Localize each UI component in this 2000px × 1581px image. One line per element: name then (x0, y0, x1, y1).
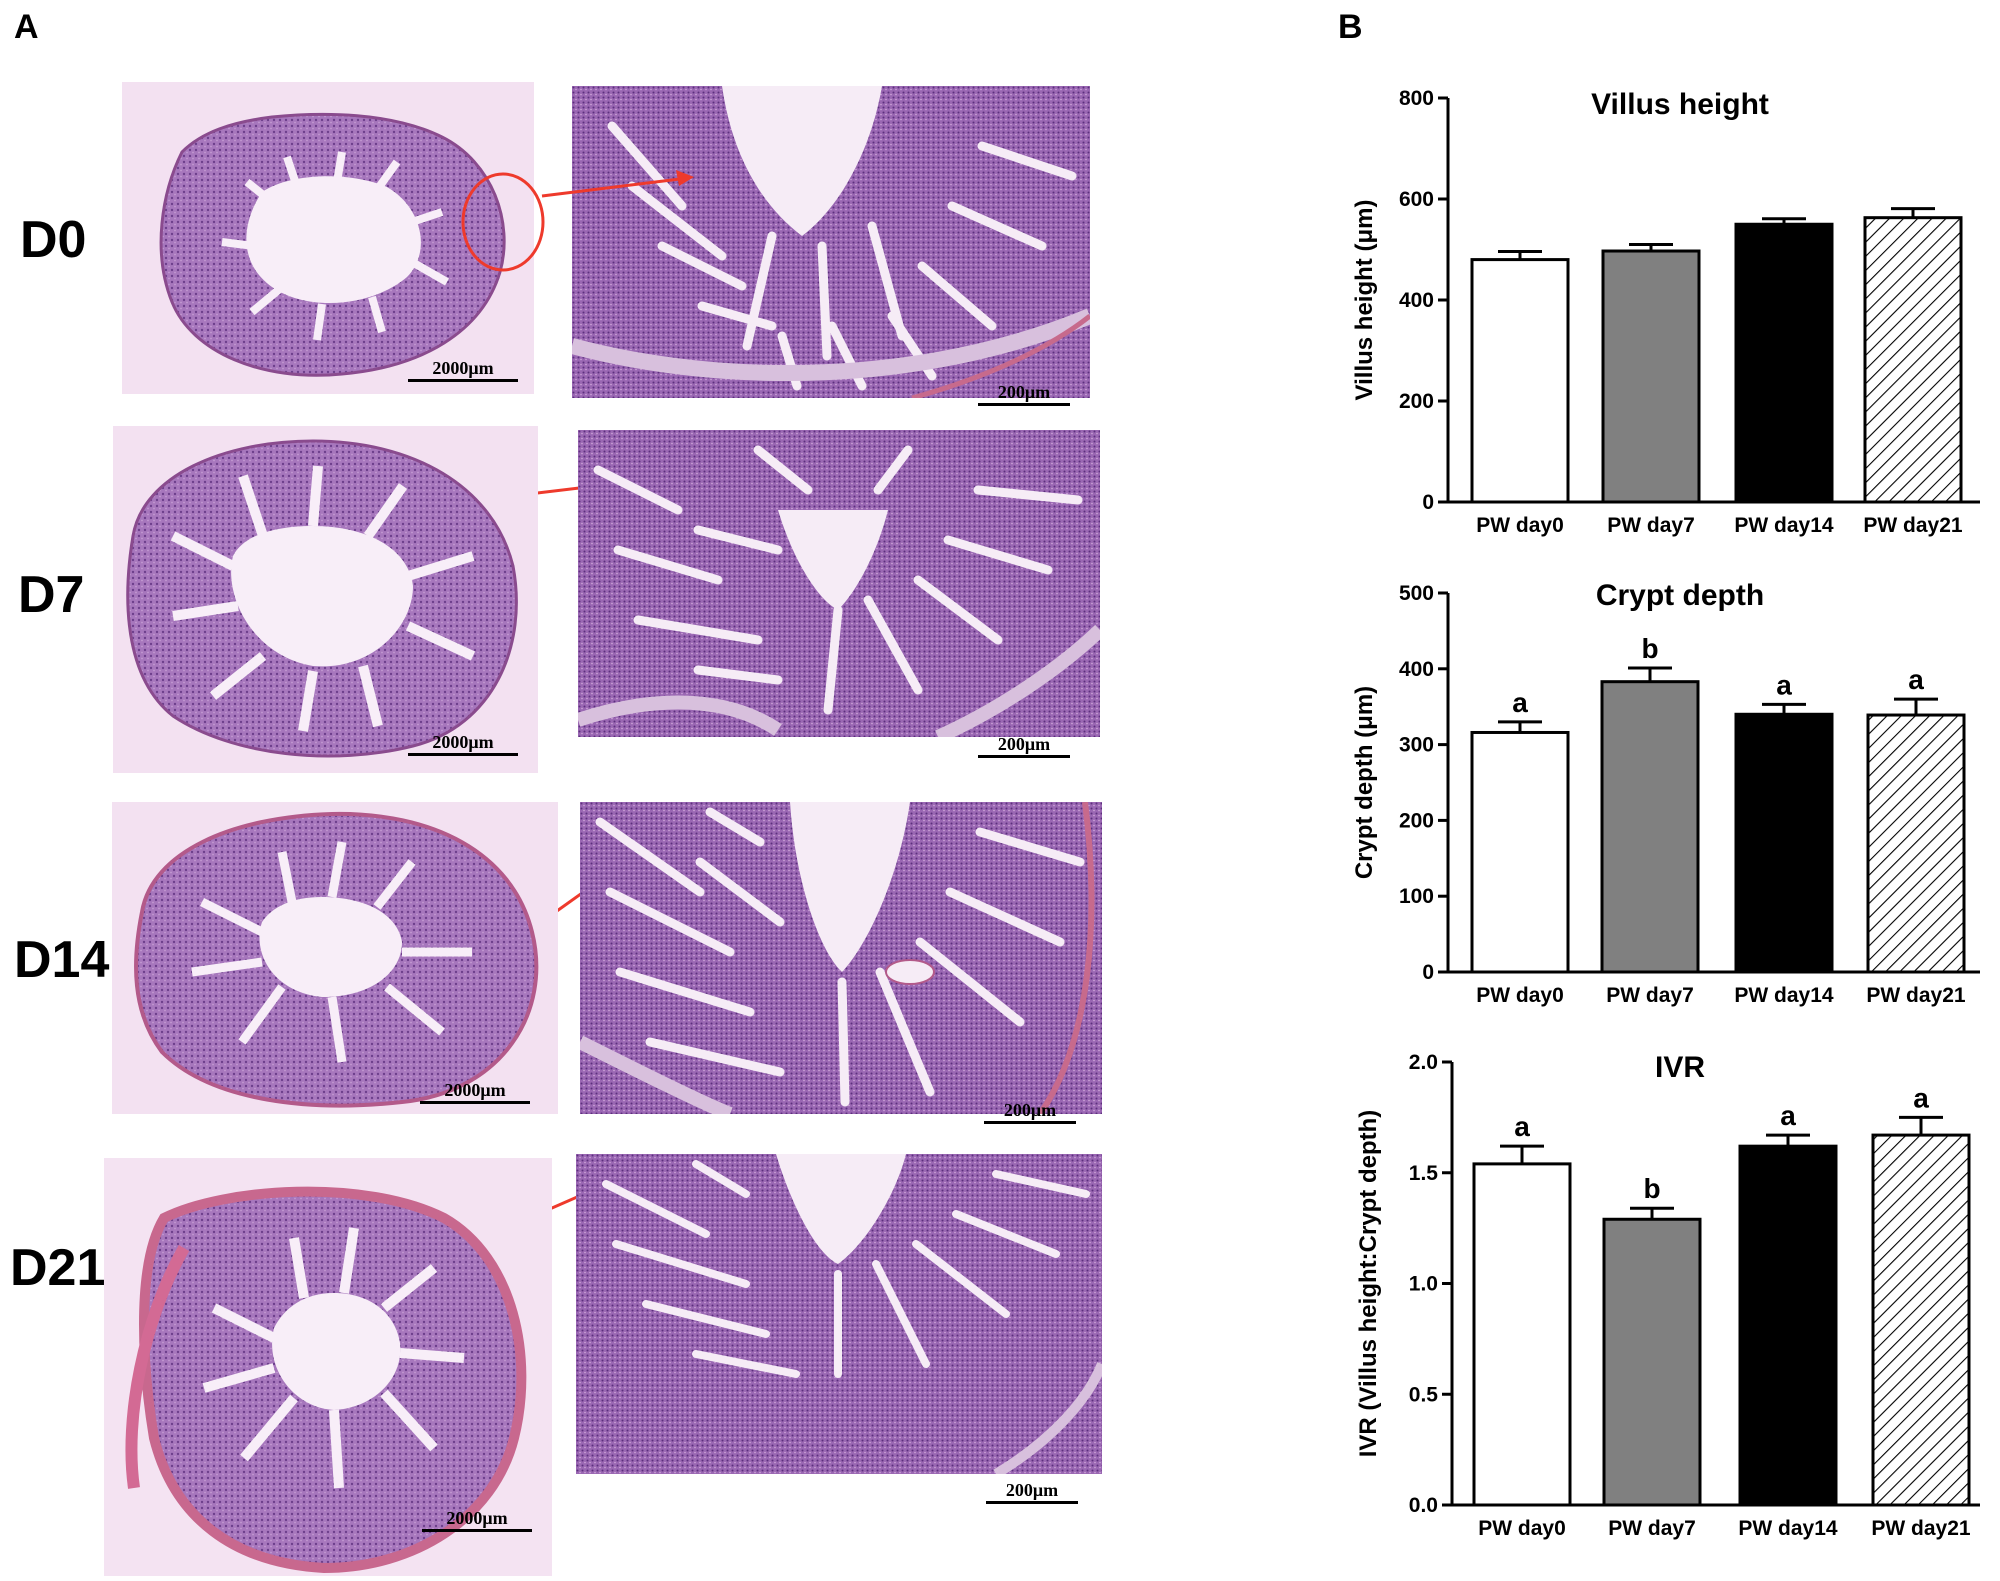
overview-image-d14 (112, 802, 558, 1114)
significance-letter: a (1776, 669, 1792, 700)
x-tick-label: PW day14 (1738, 1517, 1838, 1540)
x-tick-label: PW day21 (1866, 984, 1966, 1007)
bar (1472, 1162, 1572, 1507)
bar (1871, 1133, 1971, 1507)
zoom-image-d7 (578, 430, 1100, 737)
y-tick-label: 300 (1399, 734, 1434, 757)
chart-2: IVR IVR (Villus height:Crypt depth) 0.0 0.5… (1355, 1051, 1980, 1540)
significance-letter: a (1908, 664, 1924, 695)
chart-title: Crypt depth (1596, 579, 1764, 612)
bar (1863, 216, 1963, 504)
x-tick-label: PW day0 (1476, 514, 1564, 537)
arrowhead-d0 (676, 170, 694, 186)
panel-label-a: A (14, 8, 39, 46)
x-tick-label: PW day21 (1863, 514, 1963, 537)
y-tick-label: 600 (1399, 188, 1434, 211)
row-label-d7: D7 (18, 566, 85, 624)
zoom-scalebar-d14: 200μm (984, 1100, 1076, 1124)
significance-letter: b (1643, 1173, 1660, 1204)
row-label-d21: D21 (10, 1239, 106, 1297)
zoom-scalebar-d7: 200μm (978, 734, 1070, 758)
y-tick-label: 2.0 (1409, 1051, 1438, 1074)
bar (1734, 712, 1834, 974)
y-tick-label: 200 (1399, 390, 1434, 413)
x-tick-label: PW day7 (1607, 514, 1695, 537)
bar (1470, 730, 1570, 974)
overview-scalebar-d14: 2000μm (420, 1080, 530, 1104)
overview-scalebar-d21: 2000μm (422, 1508, 532, 1532)
x-tick-label: PW day21 (1871, 1517, 1971, 1540)
bar (1600, 680, 1700, 974)
zoom-image-d0 (572, 86, 1090, 398)
y-tick-label: 200 (1399, 809, 1434, 832)
chart-1: Crypt depth Crypt depth (μm) 0 100 200 300 400… (1351, 579, 1980, 1007)
y-tick-label: 400 (1399, 289, 1434, 312)
y-tick-label: 800 (1399, 87, 1434, 110)
zoom-image-d14 (580, 802, 1102, 1114)
x-tick-label: PW day7 (1606, 984, 1694, 1007)
zoom-scalebar-d0: 200μm (978, 382, 1070, 406)
significance-letter: a (1512, 687, 1528, 718)
y-tick-label: 1.5 (1409, 1162, 1439, 1185)
y-tick-label: 500 (1399, 582, 1434, 605)
chart-title: IVR (1655, 1051, 1705, 1084)
zoom-image-d21 (576, 1154, 1102, 1474)
x-tick-label: PW day0 (1476, 984, 1564, 1007)
y-tick-label: 0 (1422, 491, 1434, 514)
bar (1866, 713, 1966, 974)
highlight-arrow-d0 (541, 176, 689, 198)
chart-title: Villus height (1591, 88, 1769, 121)
chart-0: Villus height Villus height (μm) 0 200 400 60… (1351, 87, 1980, 537)
significance-letter: a (1913, 1082, 1929, 1113)
y-tick-label: 0.0 (1409, 1494, 1438, 1517)
y-tick-label: 400 (1399, 658, 1434, 681)
significance-letter: b (1641, 633, 1658, 664)
zoom-scalebar-d21: 200μm (986, 1480, 1078, 1504)
y-tick-label: 0 (1422, 961, 1434, 984)
y-tick-label: 100 (1399, 885, 1434, 908)
y-axis-label: Villus height (μm) (1351, 200, 1378, 401)
y-tick-label: 0.5 (1409, 1383, 1439, 1406)
y-axis-label: IVR (Villus height:Crypt depth) (1355, 1110, 1382, 1458)
bar (1734, 222, 1834, 504)
y-tick-label: 1.0 (1409, 1273, 1438, 1296)
panel-label-b: B (1338, 8, 1363, 46)
bar-charts: Villus height Villus height (μm) 0 200 400 60… (1351, 87, 1980, 1540)
significance-letter: a (1780, 1100, 1796, 1131)
row-label-d14: D14 (14, 931, 110, 989)
x-tick-label: PW day7 (1608, 1517, 1696, 1540)
x-tick-label: PW day14 (1734, 984, 1834, 1007)
overview-image-d7 (113, 426, 538, 773)
x-tick-label: PW day14 (1734, 514, 1834, 537)
bar (1602, 1217, 1702, 1507)
bar (1738, 1144, 1838, 1507)
bar (1470, 258, 1570, 504)
bar (1601, 249, 1701, 504)
highlight-circle-d0 (461, 172, 545, 272)
x-tick-label: PW day0 (1478, 1517, 1566, 1540)
overview-scalebar-d7: 2000μm (408, 732, 518, 756)
row-label-d0: D0 (20, 211, 87, 269)
overview-image-d21 (104, 1158, 552, 1576)
significance-letter: a (1514, 1111, 1530, 1142)
overview-scalebar-d0: 2000μm (408, 358, 518, 382)
y-axis-label: Crypt depth (μm) (1351, 686, 1378, 879)
